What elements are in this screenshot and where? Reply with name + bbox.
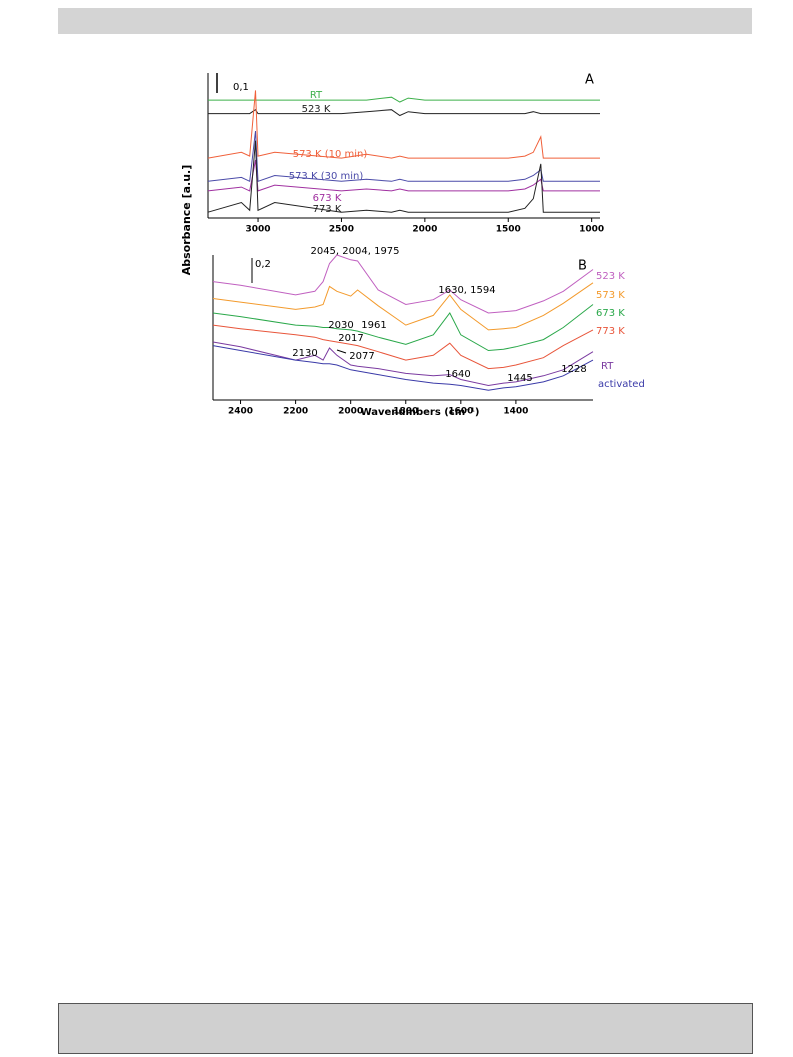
panel-label: A: [585, 73, 594, 88]
y-axis-label: Absorbance [a.u.]: [180, 165, 193, 276]
annotation: 1961: [361, 320, 386, 331]
series-label: 673 K: [596, 308, 625, 319]
annotation: 2017: [338, 333, 363, 344]
header-bar: [58, 8, 752, 34]
series-label: 573 K (30 min): [289, 171, 364, 182]
footer-box: [58, 1003, 753, 1054]
annotation: 2030: [328, 320, 353, 331]
spectrum-line: [212, 341, 594, 387]
spectrum-line: [212, 304, 594, 352]
spectrum-line: [207, 140, 600, 213]
spectrum-line: [212, 282, 594, 331]
x-axis-label: Wavenumbers (cm⁻¹): [361, 407, 480, 418]
spectrum-line: [207, 90, 600, 159]
series-label: 523 K: [302, 104, 331, 115]
series-label: RT: [601, 361, 614, 372]
x-tick-label: 1500: [496, 225, 521, 235]
panel-label: B: [578, 259, 587, 274]
x-tick-label: 1400: [503, 407, 528, 417]
series-label: 573 K: [596, 290, 625, 301]
x-tick-label: 1000: [579, 225, 604, 235]
spectrum-line: [212, 345, 594, 391]
x-tick-label: 2000: [338, 407, 363, 417]
annotation-arrow: [336, 349, 347, 354]
x-tick-label: 3000: [246, 225, 271, 235]
annotation: 1640: [445, 369, 470, 380]
x-tick-label: 2400: [228, 407, 253, 417]
x-tick-label: 2500: [329, 225, 354, 235]
annotation: 2130: [292, 348, 317, 359]
series-label: 673 K: [313, 193, 342, 204]
spectrum-line: [207, 159, 600, 192]
x-tick-label: 2000: [412, 225, 437, 235]
annotation: 1228: [561, 364, 586, 375]
annotation: 2077: [349, 351, 374, 362]
series-label: 773 K: [596, 326, 625, 337]
spectrum-line: [212, 254, 594, 314]
x-tick-label: 1800: [393, 407, 418, 417]
series-label: 573 K (10 min): [293, 149, 368, 160]
spectrum-line: [208, 108, 600, 117]
scale-label: 0,1: [233, 82, 249, 93]
x-tick-label: 1600: [448, 407, 473, 417]
annotation: 2045, 2004, 1975: [310, 246, 399, 257]
annotation: 1445: [507, 373, 532, 384]
figure: 0,1 0,2 A B Absorbance [a.u.] Wavenumber…: [180, 73, 600, 418]
series-label: RT: [310, 90, 323, 101]
series-label: 773 K: [313, 204, 342, 215]
spectrum-line: [212, 324, 594, 370]
annotation: 1630, 1594: [438, 285, 495, 296]
series-label: activated: [598, 379, 645, 390]
spectrum-line: [208, 96, 600, 103]
series-label: 523 K: [596, 271, 625, 282]
scale-label: 0,2: [255, 259, 271, 270]
x-tick-label: 2200: [283, 407, 308, 417]
